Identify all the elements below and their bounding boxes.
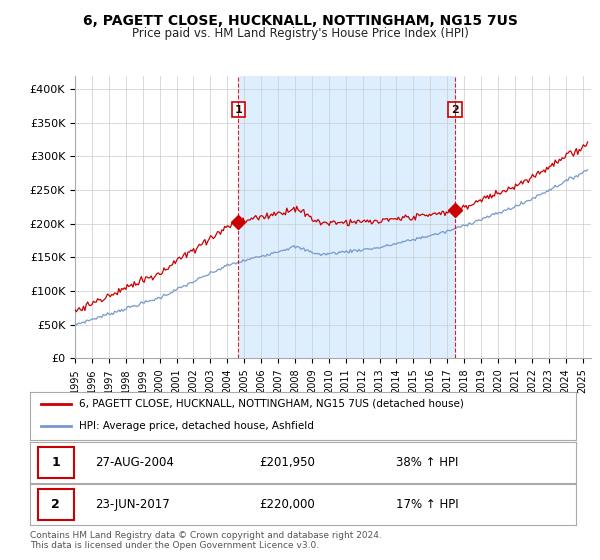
Text: Price paid vs. HM Land Registry's House Price Index (HPI): Price paid vs. HM Land Registry's House …	[131, 27, 469, 40]
Text: 2: 2	[51, 498, 60, 511]
FancyBboxPatch shape	[38, 489, 74, 520]
Text: 1: 1	[235, 105, 242, 115]
Text: 23-JUN-2017: 23-JUN-2017	[95, 498, 170, 511]
Text: £220,000: £220,000	[259, 498, 315, 511]
Text: 2: 2	[451, 105, 459, 115]
Text: 1: 1	[51, 456, 60, 469]
Text: £201,950: £201,950	[259, 456, 315, 469]
Text: Contains HM Land Registry data © Crown copyright and database right 2024.
This d: Contains HM Land Registry data © Crown c…	[30, 531, 382, 550]
Text: 17% ↑ HPI: 17% ↑ HPI	[396, 498, 458, 511]
Text: 38% ↑ HPI: 38% ↑ HPI	[396, 456, 458, 469]
Text: 6, PAGETT CLOSE, HUCKNALL, NOTTINGHAM, NG15 7US: 6, PAGETT CLOSE, HUCKNALL, NOTTINGHAM, N…	[83, 14, 517, 28]
Text: 27-AUG-2004: 27-AUG-2004	[95, 456, 175, 469]
FancyBboxPatch shape	[38, 447, 74, 478]
Text: HPI: Average price, detached house, Ashfield: HPI: Average price, detached house, Ashf…	[79, 421, 314, 431]
Text: 6, PAGETT CLOSE, HUCKNALL, NOTTINGHAM, NG15 7US (detached house): 6, PAGETT CLOSE, HUCKNALL, NOTTINGHAM, N…	[79, 399, 464, 409]
